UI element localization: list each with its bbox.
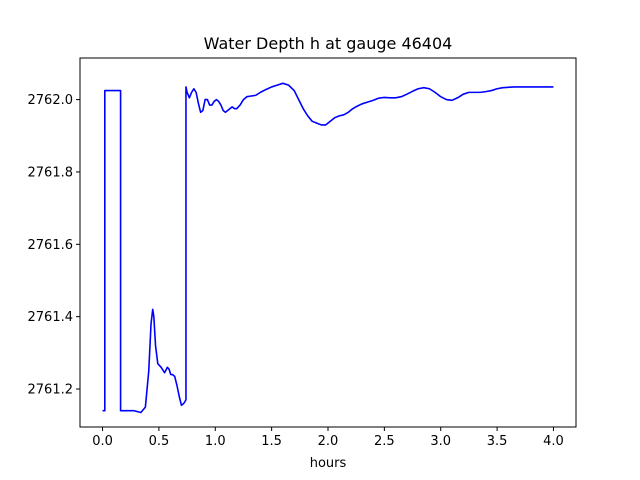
chart-title: Water Depth h at gauge 46404	[204, 34, 453, 53]
y-tick-label: 2761.6	[28, 238, 74, 253]
x-axis-label: hours	[310, 456, 347, 471]
y-tick-label: 2761.8	[28, 165, 74, 180]
x-tick-label: 4.0	[543, 434, 564, 449]
x-tick-label: 0.5	[149, 434, 170, 449]
y-axis-ticks: 2761.2 2761.4 2761.6 2761.8 2762.0	[28, 93, 80, 398]
y-tick-label: 2762.0	[28, 93, 74, 108]
series-line	[102, 82, 554, 414]
x-tick-label: 2.0	[318, 434, 339, 449]
x-tick-label: 1.0	[205, 434, 226, 449]
x-tick-label: 2.5	[374, 434, 395, 449]
y-tick-label: 2761.4	[28, 310, 74, 325]
x-tick-label: 3.5	[487, 434, 508, 449]
x-tick-label: 3.0	[430, 434, 451, 449]
x-tick-label: 0.0	[92, 434, 113, 449]
series-layer	[102, 82, 554, 414]
x-axis-ticks: 0.0 0.5 1.0 1.5 2.0 2.5 3.0 3.5 4.0	[92, 427, 564, 449]
x-tick-label: 1.5	[261, 434, 282, 449]
y-tick-label: 2761.2	[28, 383, 74, 398]
